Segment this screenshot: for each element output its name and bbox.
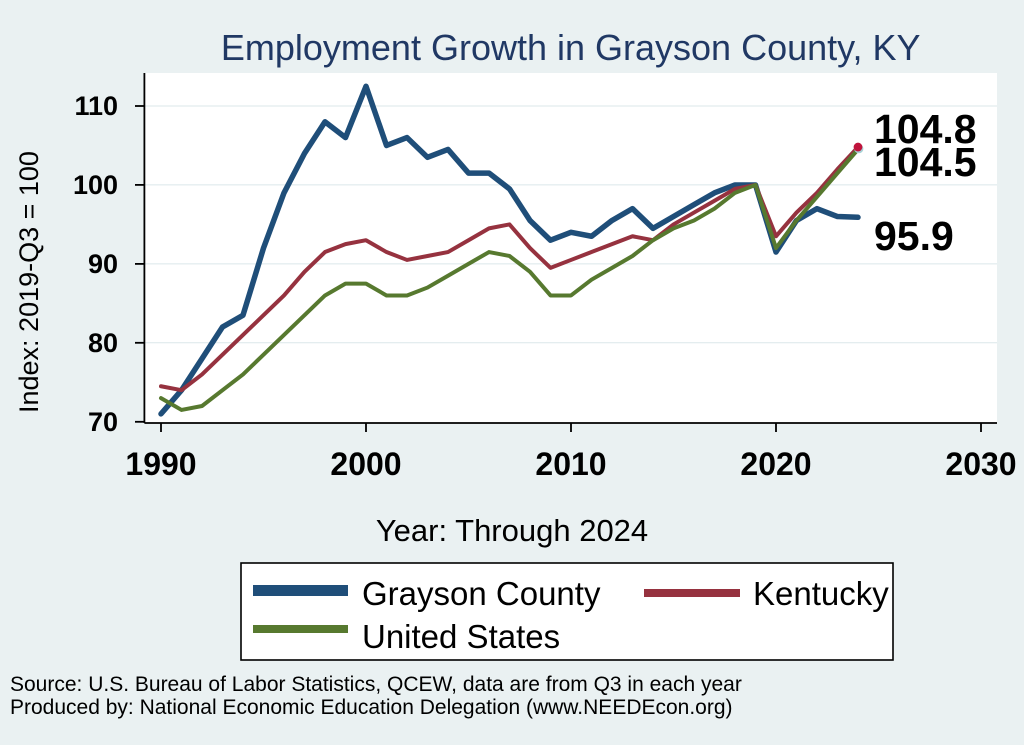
svg-text:95.9: 95.9 <box>874 213 954 259</box>
svg-text:100: 100 <box>73 170 118 200</box>
svg-text:2020: 2020 <box>740 446 811 482</box>
svg-text:104.5: 104.5 <box>874 139 977 185</box>
svg-text:2030: 2030 <box>945 446 1016 482</box>
svg-text:Kentucky: Kentucky <box>753 575 889 612</box>
svg-text:2000: 2000 <box>330 446 401 482</box>
svg-text:2010: 2010 <box>535 446 606 482</box>
svg-text:70: 70 <box>88 407 118 437</box>
svg-text:1990: 1990 <box>125 446 196 482</box>
svg-text:90: 90 <box>88 249 118 279</box>
svg-text:Grayson County: Grayson County <box>362 575 601 612</box>
svg-text:United States: United States <box>362 618 560 655</box>
svg-text:110: 110 <box>74 91 118 121</box>
svg-text:80: 80 <box>88 328 118 358</box>
